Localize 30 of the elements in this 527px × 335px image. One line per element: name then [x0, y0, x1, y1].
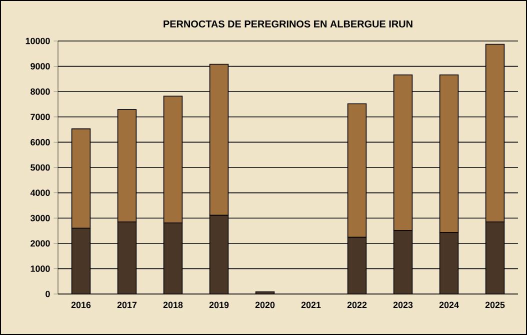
- x-tick-label: 2023: [393, 302, 413, 308]
- y-tick-label: 7000: [30, 114, 50, 120]
- bar: [393, 230, 413, 294]
- bar: [163, 222, 183, 294]
- y-tick-label: 4000: [30, 190, 50, 196]
- y-tick-label: 0: [46, 290, 50, 298]
- x-tick-label: 2018: [163, 302, 183, 308]
- bar: [71, 228, 91, 294]
- bar: [439, 232, 459, 294]
- bar: [347, 236, 367, 294]
- chart-title: PERNOCTAS DE PEREGRINOS EN ALBERGUE IRUN: [164, 20, 412, 28]
- x-tick-label: 2017: [117, 302, 137, 308]
- y-tick-label: 1000: [30, 266, 50, 272]
- x-tick-label: 2024: [439, 302, 459, 308]
- x-tick-label: 2025: [485, 302, 505, 308]
- x-tick-label: 2020: [255, 302, 275, 308]
- x-tick-label: 2021: [301, 302, 321, 308]
- x-tick-label: 2016: [71, 302, 91, 308]
- y-tick-label: 8000: [30, 88, 50, 95]
- x-tick-label: 2022: [347, 302, 367, 308]
- y-tick-label: 9000: [30, 63, 50, 70]
- y-tick-label: 10000: [26, 38, 50, 44]
- bar: [117, 221, 137, 294]
- x-tick-label: 2019: [209, 302, 229, 308]
- bar: [209, 214, 229, 294]
- y-tick-label: 6000: [30, 139, 50, 146]
- bar: [485, 221, 505, 294]
- y-tick-label: 5000: [30, 164, 50, 171]
- y-tick-label: 3000: [30, 214, 50, 222]
- y-tick-label: 2000: [30, 240, 50, 247]
